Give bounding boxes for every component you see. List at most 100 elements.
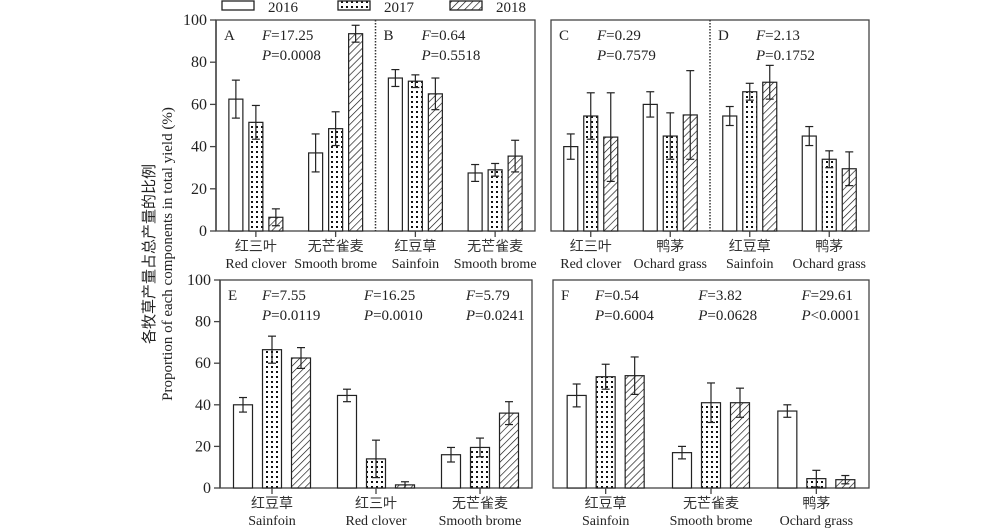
- bar-2016: [642, 103, 658, 232]
- error-bar-2017: [812, 469, 821, 488]
- error-bar-2016: [566, 133, 575, 160]
- error-bar-2016: [239, 396, 247, 413]
- bar-2018: [348, 33, 364, 232]
- legend-swatch-2016: [221, 0, 255, 11]
- error-bar-2018: [686, 70, 695, 160]
- panel-label: E: [228, 288, 237, 304]
- error-bar-2017: [491, 162, 500, 177]
- error-bar-2017: [251, 104, 260, 140]
- y-tick-label: 60: [191, 96, 207, 113]
- bar-2016: [387, 77, 403, 232]
- x-tick-label-en: Sainfoin: [582, 514, 629, 529]
- x-tick-label-en: Ochard grass: [634, 257, 707, 272]
- y-axis: 0 20 40 60 80 100: [183, 12, 217, 240]
- error-bar-2018: [630, 356, 639, 395]
- error-bar-2018: [431, 77, 440, 111]
- bar-2017: [742, 91, 758, 232]
- category-ochard-grass: 鸭茅 Ochard grass: [777, 404, 856, 529]
- stat-P: P=0.0008: [261, 48, 321, 64]
- bar-2016: [801, 135, 817, 232]
- error-bar-2016: [572, 383, 581, 408]
- stat-P: P=0.6004: [594, 308, 654, 324]
- panel-label: B: [384, 28, 394, 44]
- bar-2016: [566, 394, 587, 489]
- x-tick-label-en: Ochard grass: [793, 257, 866, 272]
- error-bar-2017: [825, 150, 834, 169]
- error-bar-2016: [231, 79, 240, 119]
- x-tick-label-en: Smooth brome: [294, 257, 377, 272]
- error-bar-2018: [765, 64, 774, 100]
- error-bar-2018: [606, 92, 615, 183]
- x-tick-label-en: Ochard grass: [780, 514, 853, 529]
- stat-P: P=0.1752: [755, 48, 815, 64]
- category-sainfoin: 红豆草 Sainfoin: [722, 64, 778, 272]
- error-bar-2016: [343, 388, 351, 403]
- plot-box-1-1: F F=0.54 P=0.6004 F=3.82 P=0.0628 F=29.61 P<0.…: [552, 279, 870, 529]
- bar-2017: [595, 376, 616, 489]
- error-bar-2018: [297, 347, 305, 369]
- error-bar-2018: [505, 401, 513, 426]
- error-bar-2017: [601, 363, 610, 390]
- y-tick-label: 100: [183, 12, 207, 29]
- error-bar-2017: [331, 111, 340, 147]
- x-tick-label-cn: 鸭茅: [802, 496, 830, 512]
- error-bar-2018: [736, 387, 744, 418]
- legend-label-2018: 2018: [496, 0, 526, 16]
- y-tick-label: 40: [195, 397, 211, 414]
- error-bar-2018: [841, 474, 850, 485]
- panel-C: C F=0.29 P=0.7579 红三叶 Red clover 鸭茅 Ochard gra…: [559, 28, 707, 272]
- stat-F: F=0.54: [594, 288, 639, 304]
- panel-label: F: [561, 288, 569, 304]
- bar-2016: [228, 98, 244, 232]
- stat-P: P=0.0628: [697, 308, 757, 324]
- category-sainfoin: 红豆草 Sainfoin: [387, 68, 443, 272]
- y-axis: 0 20 40 60 80 100: [187, 272, 221, 497]
- category-smooth-brome: 无芒雀麦 Smooth brome: [439, 401, 521, 529]
- y-tick-label: 20: [191, 181, 207, 198]
- plot-box-0-0: 0 20 40 60 80 100 A F=17.25 P=0.0008 红三叶 Red clove…: [183, 12, 537, 272]
- stat-P: P=0.0241: [465, 308, 525, 324]
- x-tick-label-en: Sainfoin: [392, 257, 439, 272]
- stat-P: P=0.7579: [596, 48, 656, 64]
- stat-F: F=2.13: [755, 28, 800, 44]
- legend-label-2017: 2017: [384, 0, 415, 16]
- error-bar-2017: [268, 335, 276, 364]
- x-tick-label-cn: 红豆草: [585, 496, 627, 512]
- panel-label: C: [559, 28, 569, 44]
- y-tick-label: 40: [191, 139, 207, 156]
- y-tick-label: 80: [195, 314, 211, 331]
- x-tick-label-cn: 无芒雀麦: [452, 496, 508, 512]
- error-bar-2016: [471, 163, 480, 183]
- x-tick-label-en: Sainfoin: [248, 514, 295, 529]
- category-smooth-brome: 无芒雀麦 Smooth brome: [294, 24, 377, 272]
- stat-F: F=29.61: [800, 288, 852, 304]
- stat-F: F=16.25: [363, 288, 415, 304]
- x-tick-label-cn: 红豆草: [394, 239, 436, 255]
- stat-P: P=0.5518: [421, 48, 481, 64]
- x-tick-label-cn: 红豆草: [251, 496, 293, 512]
- stat-F: F=5.79: [465, 288, 510, 304]
- y-axis-label-en: Proportion of each components in total y…: [160, 107, 176, 401]
- x-tick-label-en: Red clover: [345, 514, 406, 529]
- stat-F: F=0.29: [596, 28, 641, 44]
- y-tick-label: 0: [203, 480, 211, 497]
- stat-P: P<0.0001: [800, 308, 860, 324]
- error-bar-2017: [666, 112, 675, 160]
- stat-F: F=17.25: [261, 28, 313, 44]
- bar-2018: [762, 81, 778, 232]
- stat-F: F=0.64: [421, 28, 466, 44]
- panel-F: F F=0.54 P=0.6004 F=3.82 P=0.0628 F=29.61 P<0.…: [561, 288, 860, 529]
- category-ochard-grass: 鸭茅 Ochard grass: [634, 70, 707, 272]
- x-tick-label-cn: 红豆草: [729, 239, 771, 255]
- y-tick-label: 0: [199, 223, 207, 240]
- category-smooth-brome: 无芒雀麦 Smooth brome: [670, 382, 752, 529]
- x-tick-label-en: Sainfoin: [726, 257, 773, 272]
- legend-swatch-2018: [449, 0, 483, 11]
- error-bar-2017: [586, 92, 595, 140]
- error-bar-2016: [678, 445, 686, 460]
- legend-swatch-2017: [337, 0, 371, 11]
- bar-2016: [777, 410, 798, 489]
- legend-label-2016: 2016: [268, 0, 299, 16]
- plot-box-1-0: 0 20 40 60 80 100 E F=7.55 P=0.0119 F=16.25 P=0.00…: [187, 272, 533, 529]
